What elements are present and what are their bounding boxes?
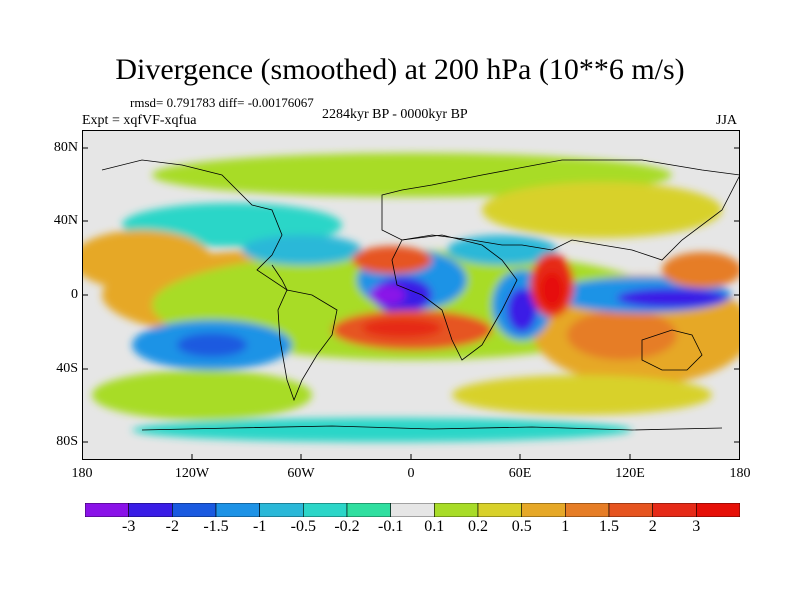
colorbar-label: -1.5 [203,518,229,535]
coastlines [101,159,740,431]
colorbar-label: 3 [692,518,701,535]
colorbar-label: 0.2 [468,518,488,535]
north-america-coast [101,159,289,292]
colorbar-swatch [608,503,653,517]
colorbar [85,503,740,517]
lon-label: 120E [615,466,645,481]
lon-label: 60E [508,466,532,481]
lat-label: 0 [71,287,78,302]
colorbar-swatch [390,503,435,517]
colorbar-swatch [215,503,260,517]
south-america-coast [277,289,338,402]
lon-label: 0 [407,466,415,481]
australia-coast [641,329,703,371]
colorbar-label: 0.1 [424,518,445,535]
antarctica-coast [141,425,723,431]
colorbar-swatch [128,503,173,517]
colorbar-label: 1.5 [599,518,619,535]
lon-label: 180 [71,466,93,481]
colorbar-swatch [85,503,129,517]
lat-label: 80N [53,140,78,155]
colorbar-label: -2 [165,518,179,535]
period-text: 2284kyr BP - 0000kyr BP [322,107,468,122]
colorbar-swatch [521,503,566,517]
colorbar-swatch [259,503,304,517]
lat-label: 80S [56,434,78,449]
colorbar-swatch [696,503,740,517]
map-title: Divergence (smoothed) at 200 hPa (10**6 … [115,53,685,86]
season-text: JJA [716,113,738,128]
colorbar-label: -0.2 [334,518,360,535]
colorbar-label: -1 [253,518,267,535]
colorbar-swatch [346,503,391,517]
colorbar-swatch [477,503,522,517]
colorbar-label: 1 [561,518,570,535]
colorbar-swatch [434,503,479,517]
colorbar-label: -0.1 [378,518,404,535]
divergence-map [82,130,740,460]
colorbar-swatch [303,503,348,517]
africa-coast [391,234,518,361]
lon-label: 180 [729,466,751,481]
colorbar-swatch [652,503,697,517]
experiment-text: Expt = xqfVF-xqfua [82,113,197,128]
colorbar-label: 0.5 [511,518,532,535]
colorbar-swatch [565,503,610,517]
lon-label: 60W [287,466,315,481]
colorbar-label: -0.5 [290,518,316,535]
lat-label: 40S [56,361,78,376]
map-ticks [82,147,740,460]
stats-text: rmsd= 0.791783 diff= -0.00176067 [130,95,314,110]
colorbar-swatch [172,503,217,517]
colorbar-label: -3 [122,518,136,535]
lat-label: 40N [53,213,78,228]
divergence-field [82,153,740,442]
lon-label: 120W [174,466,210,481]
colorbar-label: 2 [648,518,657,535]
